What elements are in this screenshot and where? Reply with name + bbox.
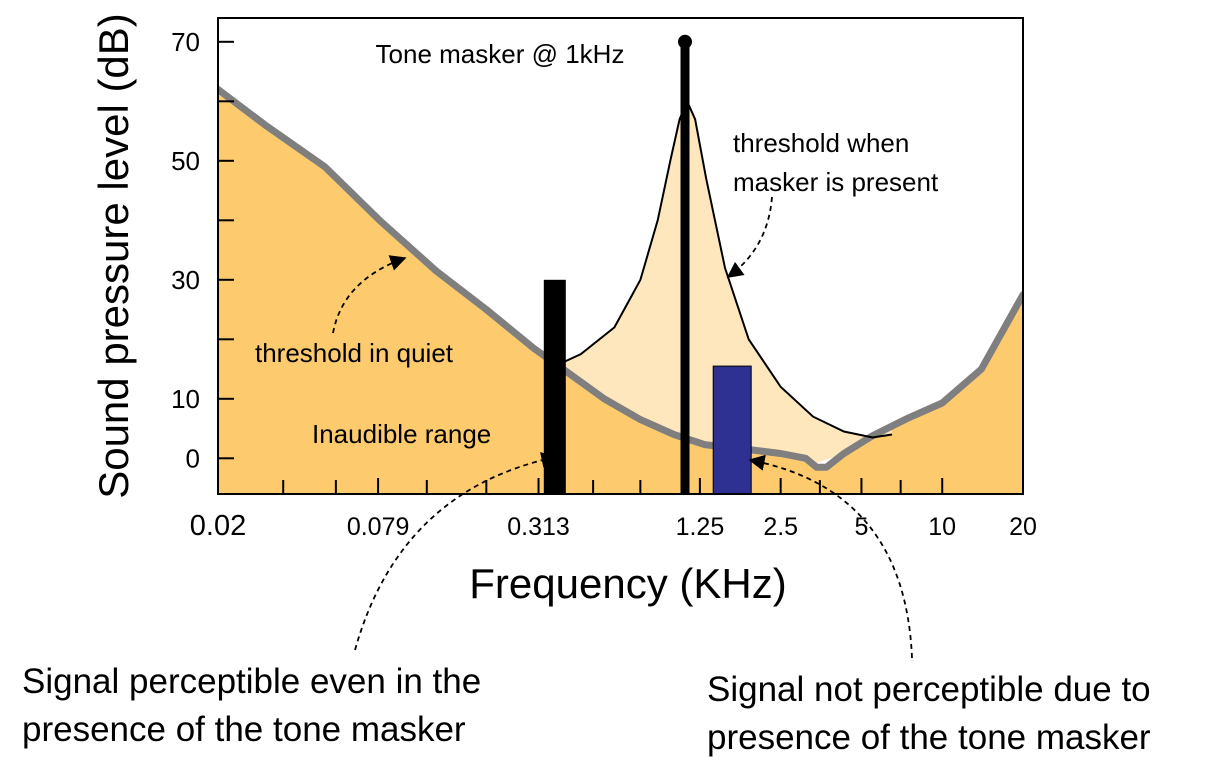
threshold-in-quiet-line [218, 85, 1023, 471]
audible-signal-bar [543, 279, 566, 494]
inaudible-area [218, 89, 1023, 494]
y-tick-label: 30 [171, 265, 200, 295]
annotation-inaudible-range: Inaudible range [312, 419, 491, 449]
plot-frame [217, 17, 1024, 495]
annotation-threshold-in-quiet: threshold in quiet [255, 338, 454, 368]
masked-signal-bar [712, 365, 752, 494]
caption-right-line2: presence of the tone masker [707, 718, 1151, 757]
x-tick-label: 0.079 [347, 513, 410, 541]
y-axis-ticks: 0 10 30 50 70 [171, 27, 234, 473]
caption-signal-perceptible: Signal perceptible even in the presence … [22, 658, 481, 754]
x-tick-label: 10 [928, 513, 956, 541]
x-tick-label: 0.313 [507, 513, 570, 541]
caption-left-line1: Signal perceptible even in the [22, 662, 482, 701]
caption-left-line2: presence of the tone masker [22, 710, 466, 749]
x-tick-label: 1.25 [676, 513, 725, 541]
x-tick-label: 20 [1009, 513, 1037, 541]
x-axis-ticks: 0.02 0.079 0.313 1.25 2.5 5 10 20 [190, 478, 1037, 542]
tone-masker-tip [678, 34, 692, 49]
y-tick-label: 70 [171, 27, 200, 57]
tone-masker-bar [680, 41, 690, 494]
caption-signal-not-perceptible: Signal not perceptible due to presence o… [707, 666, 1151, 762]
audible-signal-pointer [354, 452, 558, 651]
masked-threshold-area [554, 101, 892, 465]
x-axis-label: Frequency (KHz) [469, 560, 786, 607]
y-tick-label: 10 [171, 384, 200, 414]
y-tick-label: 0 [186, 443, 200, 473]
x-tick-label: 0.02 [190, 510, 246, 542]
y-axis-label: Sound pressure level (dB) [90, 13, 137, 499]
x-tick-label: 5 [854, 513, 868, 541]
annotation-masker-present: masker is present [733, 167, 939, 197]
annotation-tone-masker: Tone masker @ 1kHz [376, 39, 625, 69]
x-tick-label: 2.5 [763, 513, 798, 541]
threshold-when-pointer [726, 196, 773, 278]
y-tick-label: 50 [171, 146, 200, 176]
annotation-threshold-when: threshold when [733, 128, 909, 158]
caption-right-line1: Signal not perceptible due to [707, 670, 1151, 709]
threshold-with-masker-line [554, 98, 893, 439]
threshold-in-quiet-pointer [332, 255, 407, 334]
